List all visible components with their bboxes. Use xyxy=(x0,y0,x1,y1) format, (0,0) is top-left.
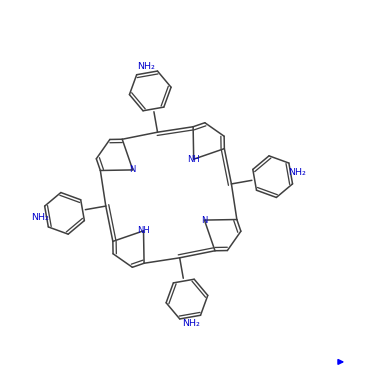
Text: NH: NH xyxy=(137,226,150,235)
Text: NH₂: NH₂ xyxy=(289,168,306,177)
Text: N: N xyxy=(201,216,208,225)
Text: N: N xyxy=(130,165,136,174)
Text: NH₂: NH₂ xyxy=(137,62,155,71)
Text: NH₂: NH₂ xyxy=(182,319,200,328)
Text: NH: NH xyxy=(187,155,200,164)
Text: NH₂: NH₂ xyxy=(31,213,49,222)
